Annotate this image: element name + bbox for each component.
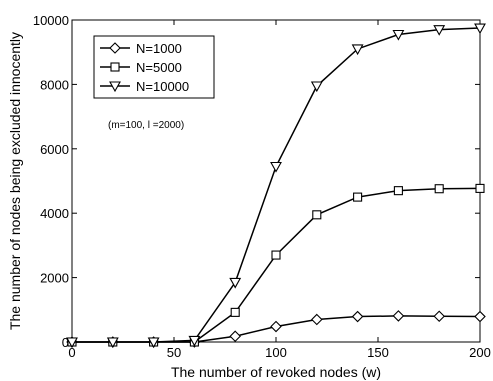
data-point [474, 23, 486, 35]
annotation: (m=100, l =2000) [108, 120, 184, 131]
data-point [351, 310, 364, 323]
legend-item: N=1000 [100, 41, 182, 56]
series-n-10000 [66, 23, 486, 349]
data-point [270, 320, 282, 333]
data-point [310, 81, 323, 93]
legend-label: N=1000 [136, 41, 182, 56]
legend-item: N=5000 [100, 60, 182, 75]
data-point [229, 330, 241, 342]
legend-marker [110, 62, 120, 72]
data-point [433, 25, 446, 36]
data-point [106, 337, 119, 349]
data-point [392, 29, 405, 41]
data-point [475, 183, 485, 193]
data-point [312, 210, 322, 220]
legend-label: N=5000 [136, 60, 182, 75]
y-tick-label: 10000 [33, 13, 69, 28]
x-tick-label: 200 [469, 345, 491, 360]
data-point [351, 44, 364, 56]
x-tick-label: 150 [367, 345, 389, 360]
data-point [433, 310, 445, 323]
legend-marker [109, 81, 121, 93]
data-point [393, 186, 403, 196]
data-point [66, 337, 78, 349]
data-point [230, 307, 240, 317]
data-point [392, 310, 405, 322]
y-tick-label: 8000 [40, 77, 69, 92]
series-layer [66, 23, 486, 349]
data-point [229, 277, 242, 289]
data-point [311, 313, 323, 326]
x-axis-label: The number of revoked nodes (w) [171, 364, 381, 380]
y-tick-label: 4000 [40, 206, 69, 221]
y-tick-label: 0 [62, 335, 69, 350]
x-tick-label: 100 [265, 345, 287, 360]
data-point [353, 192, 363, 202]
legend: N=1000 N=5000 N=10000 [93, 35, 215, 99]
data-point [271, 250, 281, 260]
x-tick-label: 50 [167, 345, 181, 360]
legend-item: N=10000 [100, 79, 189, 94]
y-tick-label: 6000 [40, 142, 69, 157]
legend-label: N=10000 [136, 79, 189, 94]
data-point [147, 337, 160, 349]
data-point [434, 184, 444, 194]
legend-marker [109, 42, 121, 54]
data-point [474, 310, 486, 323]
x-tick-label: 0 [68, 345, 75, 360]
data-point [188, 335, 201, 347]
y-axis-label: The number of nodes being excluded innoc… [7, 32, 23, 330]
y-tick-label: 2000 [40, 271, 69, 286]
data-point [270, 161, 282, 173]
